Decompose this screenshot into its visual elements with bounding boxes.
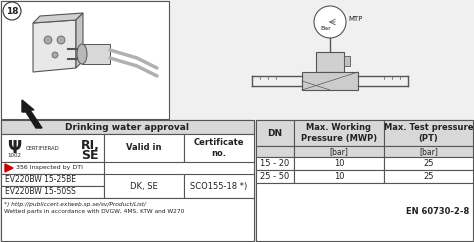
Bar xyxy=(384,170,473,183)
Text: *) http://publiccert.extweb.sp.se/sv/Product/List/: *) http://publiccert.extweb.sp.se/sv/Pro… xyxy=(4,202,146,207)
Text: Certificate
no.: Certificate no. xyxy=(194,138,244,158)
Text: 10: 10 xyxy=(334,172,344,181)
Circle shape xyxy=(314,6,346,38)
Text: Drinking water approval: Drinking water approval xyxy=(65,122,190,131)
Text: 356 Inspected by DTI: 356 Inspected by DTI xyxy=(16,166,83,171)
Text: RI,: RI, xyxy=(81,139,100,152)
Text: [bar]: [bar] xyxy=(329,147,348,156)
Bar xyxy=(1,134,104,162)
Circle shape xyxy=(52,52,58,58)
Text: Wetted parts in accordance with DVGW, 4MS, KTW and W270: Wetted parts in accordance with DVGW, 4M… xyxy=(4,209,184,214)
Bar xyxy=(184,174,254,198)
Circle shape xyxy=(44,36,52,44)
Polygon shape xyxy=(33,20,76,72)
Bar xyxy=(344,56,350,66)
Bar xyxy=(1,120,254,241)
Bar xyxy=(1,120,254,134)
Text: EV220BW 15-50SS: EV220BW 15-50SS xyxy=(5,188,76,197)
Text: 25: 25 xyxy=(423,172,434,181)
Bar xyxy=(184,134,254,162)
Bar xyxy=(1,162,104,174)
Text: DN: DN xyxy=(267,129,283,137)
Text: DK, SE: DK, SE xyxy=(130,182,158,190)
Bar xyxy=(294,170,384,183)
Text: 25 - 50: 25 - 50 xyxy=(260,172,290,181)
Bar xyxy=(256,170,294,183)
Bar xyxy=(104,134,184,162)
Bar xyxy=(104,174,184,198)
Text: 18: 18 xyxy=(6,7,18,15)
Circle shape xyxy=(57,36,65,44)
Text: Max. Working
Pressure (MWP): Max. Working Pressure (MWP) xyxy=(301,123,377,143)
Text: Ψ: Ψ xyxy=(7,139,21,157)
Text: EV220BW 15-25BE: EV220BW 15-25BE xyxy=(5,175,76,184)
Text: 1002: 1002 xyxy=(7,153,21,158)
Circle shape xyxy=(3,2,21,20)
Text: EN 60730-2-8: EN 60730-2-8 xyxy=(406,207,469,217)
Text: 15 - 20: 15 - 20 xyxy=(260,159,290,168)
Bar xyxy=(256,120,473,241)
Ellipse shape xyxy=(77,44,87,64)
Bar xyxy=(302,72,358,90)
Bar xyxy=(256,146,294,157)
Bar xyxy=(256,183,473,241)
Text: CERTIFIERAD: CERTIFIERAD xyxy=(26,145,60,151)
Bar xyxy=(316,52,344,72)
Text: MTP: MTP xyxy=(348,16,363,22)
Text: 10: 10 xyxy=(334,159,344,168)
Bar xyxy=(294,157,384,170)
Text: SE: SE xyxy=(81,149,99,162)
Text: 25: 25 xyxy=(423,159,434,168)
Bar xyxy=(256,120,294,146)
Polygon shape xyxy=(33,13,83,23)
Bar xyxy=(294,120,384,146)
Text: Max. Test pressure
(PT): Max. Test pressure (PT) xyxy=(384,123,473,143)
Bar xyxy=(384,146,473,157)
Bar xyxy=(384,157,473,170)
Text: SCO155-18 *): SCO155-18 *) xyxy=(191,182,247,190)
Bar xyxy=(294,146,384,157)
Polygon shape xyxy=(76,13,83,68)
Polygon shape xyxy=(5,164,13,172)
Polygon shape xyxy=(22,100,42,128)
Text: Bar: Bar xyxy=(320,27,331,31)
Bar xyxy=(1,198,254,241)
Bar xyxy=(384,120,473,146)
Text: [bar]: [bar] xyxy=(419,147,438,156)
Bar xyxy=(256,157,294,170)
Bar xyxy=(1,174,104,186)
Bar xyxy=(82,44,110,64)
Text: Valid in: Valid in xyxy=(126,144,162,152)
Bar xyxy=(1,1,169,119)
Bar xyxy=(1,186,104,198)
